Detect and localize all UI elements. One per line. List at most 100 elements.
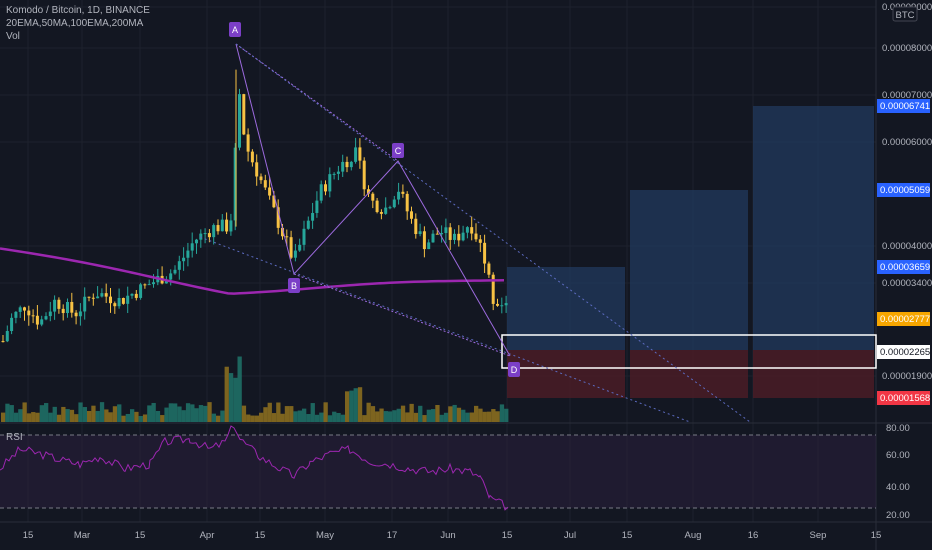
- candle-body-106: [457, 234, 460, 241]
- volume-bar-43: [186, 403, 190, 422]
- volume-bar-53: [229, 373, 233, 422]
- time-tick-3: Apr: [200, 530, 215, 541]
- volume-bar-83: [358, 387, 362, 422]
- candle-body-6: [27, 311, 30, 316]
- time-tick-1: Mar: [74, 530, 90, 541]
- volume-bar-6: [27, 413, 31, 422]
- candle-body-39: [169, 273, 172, 279]
- candle-body-69: [298, 245, 301, 251]
- price-tick-4: 0.00004000: [882, 241, 932, 252]
- candle-body-11: [49, 312, 52, 317]
- candle-body-89: [384, 208, 387, 214]
- time-tick-13: Sep: [810, 530, 827, 541]
- time-tick-10: 15: [622, 530, 633, 541]
- volume-bar-22: [96, 411, 100, 422]
- indicator-list[interactable]: 20EMA,50MA,100EMA,200MA: [6, 17, 150, 30]
- rsi-label[interactable]: RSI: [6, 432, 23, 443]
- candle-body-72: [311, 213, 314, 221]
- candle-body-31: [135, 294, 138, 298]
- volume-bar-39: [169, 403, 173, 422]
- candle-body-110: [475, 234, 478, 240]
- candle-body-30: [131, 294, 134, 296]
- price-tick-6: 0.00001900: [882, 371, 932, 382]
- candle-body-42: [182, 258, 185, 261]
- volume-bar-95: [410, 404, 414, 422]
- candle-body-83: [358, 147, 361, 160]
- candle-body-62: [268, 187, 271, 195]
- candle-body-0: [2, 341, 5, 342]
- volume-bar-89: [384, 411, 388, 422]
- volume-bar-111: [478, 409, 482, 422]
- chart-title[interactable]: Komodo / Bitcoin, 1D, BINANCE: [6, 4, 150, 17]
- candle-body-33: [143, 284, 146, 285]
- volume-bar-33: [143, 414, 147, 422]
- candle-body-13: [57, 300, 60, 309]
- candle-body-40: [174, 270, 177, 274]
- candle-body-51: [221, 220, 224, 232]
- candle-body-28: [122, 298, 125, 304]
- candle-body-16: [70, 302, 73, 313]
- candle-body-23: [100, 293, 103, 296]
- candle-body-92: [397, 192, 400, 200]
- candle-body-71: [307, 221, 310, 229]
- volume-bar-94: [405, 412, 409, 422]
- candle-body-88: [380, 212, 383, 214]
- candle-body-49: [212, 225, 215, 237]
- candle-body-1: [6, 331, 9, 341]
- volume-bar-98: [422, 415, 426, 422]
- rsi-band: [0, 435, 876, 508]
- candle-body-115: [496, 304, 499, 306]
- candle-body-29: [126, 296, 129, 304]
- candle-body-68: [294, 251, 297, 258]
- volume-bar-99: [427, 410, 431, 422]
- volume-bar-58: [250, 416, 254, 422]
- volume-bar-59: [255, 416, 259, 422]
- candle-body-102: [440, 233, 443, 234]
- candle-body-112: [483, 243, 486, 264]
- volume-bar-108: [465, 413, 469, 422]
- volume-bar-44: [190, 404, 194, 422]
- candle-body-44: [191, 243, 194, 250]
- candle-body-15: [66, 302, 69, 313]
- volume-bar-57: [246, 415, 250, 422]
- volume-bar-9: [40, 405, 44, 422]
- volume-bar-23: [100, 402, 104, 422]
- volume-bar-17: [74, 414, 78, 422]
- candle-body-21: [92, 298, 95, 299]
- volume-bar-46: [199, 405, 203, 422]
- time-tick-0: 15: [23, 530, 34, 541]
- candle-body-2: [10, 318, 13, 331]
- candle-body-97: [419, 231, 422, 234]
- stop-zone-1: [630, 350, 748, 398]
- candle-body-8: [36, 316, 39, 325]
- volume-bar-16: [70, 410, 74, 422]
- volume-bar-73: [315, 415, 319, 422]
- time-tick-4: 15: [255, 530, 266, 541]
- rsi-tick-1: 60.00: [886, 450, 910, 461]
- candle-body-117: [505, 303, 508, 305]
- volume-bar-68: [293, 411, 297, 422]
- volume-bar-112: [483, 412, 487, 422]
- candle-body-10: [45, 316, 48, 319]
- time-tick-11: Aug: [685, 530, 702, 541]
- rsi-tick-3: 20.00: [886, 510, 910, 521]
- volume-bar-117: [504, 409, 508, 422]
- candle-body-35: [152, 282, 155, 284]
- volume-bar-29: [126, 414, 130, 422]
- volume-label[interactable]: Vol: [6, 30, 150, 43]
- volume-bar-15: [66, 409, 70, 422]
- volume-bar-67: [289, 406, 293, 422]
- point-label-B: B: [291, 281, 297, 291]
- candle-body-25: [109, 297, 112, 304]
- volume-bar-2: [10, 405, 14, 422]
- time-tick-8: 15: [502, 530, 513, 541]
- volume-bar-52: [225, 367, 229, 422]
- rsi-tick-0: 80.00: [886, 423, 910, 434]
- candle-body-48: [208, 233, 211, 237]
- candle-body-20: [88, 297, 91, 298]
- volume-bar-113: [487, 412, 491, 422]
- volume-bar-40: [173, 403, 177, 422]
- price-tag-2: 0.00003659: [880, 262, 930, 273]
